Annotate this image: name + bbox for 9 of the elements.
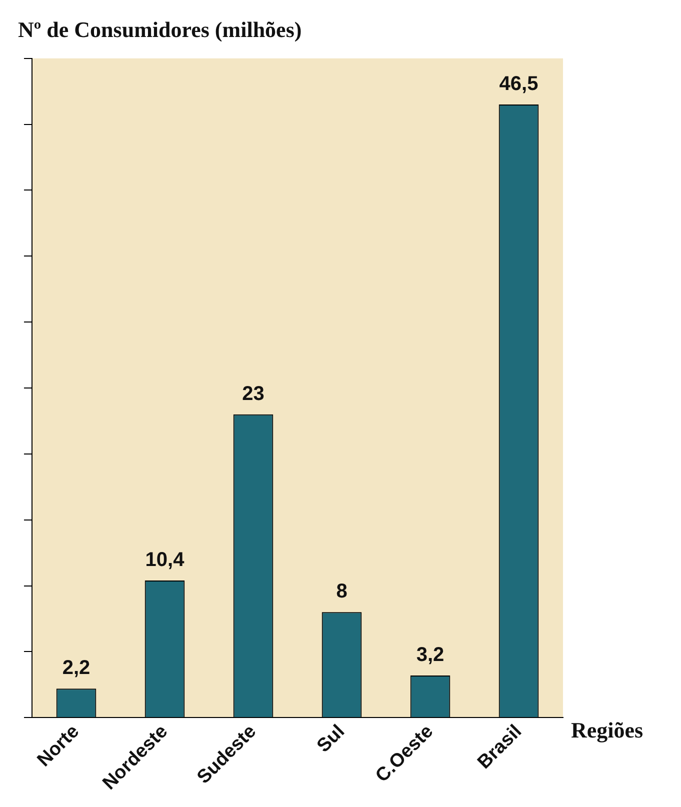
data-label: 8: [336, 580, 348, 603]
data-label: 23: [242, 382, 264, 405]
data-label: 46,5: [499, 73, 538, 96]
data-label: 10,4: [145, 549, 186, 572]
data-label: 2,2: [62, 657, 90, 680]
x-axis-title: Regiões: [571, 717, 644, 742]
data-label: 3,2: [416, 644, 444, 666]
x-tick-label: Sul: [313, 721, 349, 757]
y-axis-title: Nº de Consumidores (milhões): [18, 16, 302, 42]
